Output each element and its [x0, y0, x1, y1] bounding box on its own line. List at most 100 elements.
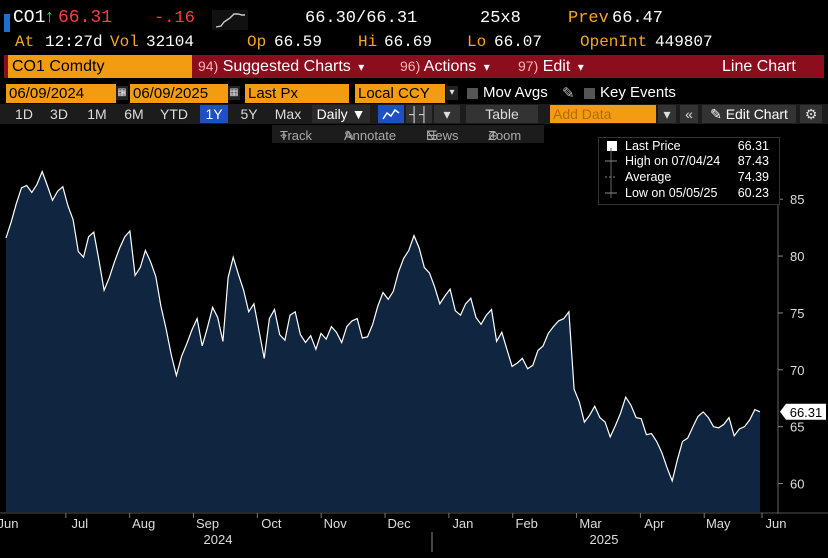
news-icon: ☰ [426, 128, 438, 143]
date-range-dash: - [121, 84, 126, 101]
chevron-down-icon[interactable]: ▾ [658, 105, 676, 123]
chart-tools: ⌖ Track ✎ Annotate ☰ News ⊕ Zoom [272, 125, 544, 143]
currency-select[interactable]: Local CCY [355, 84, 445, 103]
legend-high: High on 07/04/24 87.43 [625, 153, 773, 169]
period-max-button[interactable]: Max [274, 106, 302, 122]
chart-parameters: 06/09/2024 ▦ - 06/09/2025 ▦ Last Px Loca… [0, 84, 828, 104]
open-interest: 449807 [655, 33, 713, 51]
x-tick-label: Feb [516, 516, 538, 531]
price-line[interactable] [5, 169, 761, 483]
open-interest-label: OpenInt [580, 33, 648, 51]
net-change: -.16 [154, 9, 195, 28]
sparkline-icon [212, 10, 248, 30]
key-events-toggle[interactable]: Key Events [584, 84, 676, 101]
edit-label: Edit [542, 58, 571, 75]
checkbox-icon [584, 87, 595, 99]
chevron-down-icon: ▾ [577, 60, 584, 74]
y-tick-label: 65 [790, 420, 804, 435]
chart-legend[interactable]: Last Price 66.31 High on 07/04/24 87.43 … [598, 137, 780, 205]
actions-number: 96) [400, 58, 421, 74]
period-5y-button[interactable]: 5Y [240, 106, 258, 122]
period-1m-button[interactable]: 1M [87, 106, 107, 122]
mov-avgs-toggle[interactable]: Mov Avgs [467, 84, 548, 101]
price-chart[interactable]: 60 65 70 75 80 85 Jun Jul Aug Sep Oct Nov Dec Jan Feb M… [0, 146, 828, 553]
calendar-icon[interactable]: ▦ [228, 86, 240, 100]
mov-avgs-label: Mov Avgs [483, 84, 548, 101]
legend-last-value: 66.31 [737, 139, 769, 153]
legend-last-label: Last Price [625, 139, 681, 153]
ticker[interactable]: CO1 [13, 8, 46, 28]
end-date-field[interactable]: 06/09/2025 [130, 84, 228, 103]
legend-high-value: 87.43 [737, 154, 769, 168]
frequency-select[interactable]: Daily ▼ [312, 105, 370, 123]
chevron-down-icon[interactable]: ▾ [446, 86, 458, 100]
actions-label: Actions [423, 58, 477, 75]
legend-last-price: Last Price 66.31 [625, 138, 773, 154]
y-tick-label: 75 [790, 306, 804, 321]
open-label: Op [247, 33, 267, 51]
chevron-down-icon: ▾ [358, 60, 365, 74]
period-3d-button[interactable]: 3D [50, 106, 68, 122]
volume: 32104 [146, 33, 195, 51]
year-label-2025: 2025 [590, 532, 619, 547]
zoom-icon: ⊕ [488, 128, 499, 143]
collapse-icon[interactable]: « [680, 105, 698, 123]
low-label: Lo [467, 33, 487, 51]
ohlc-chart-icon[interactable]: ┤┤ [406, 105, 432, 123]
actions-menu[interactable]: 96) Actions ▾ [400, 55, 490, 78]
legend-markers-icon [605, 148, 617, 198]
at-label: At [15, 33, 35, 51]
menu-bar: CO1 Comdty 94) Suggested Charts ▾ 96) Ac… [4, 55, 824, 78]
vol-label: Vol [110, 33, 139, 51]
y-tick-label: 60 [790, 477, 804, 492]
pencil-icon: ✎ [344, 128, 355, 143]
add-data-input[interactable]: Add Data [550, 105, 656, 123]
key-events-label: Key Events [600, 84, 676, 101]
x-tick-label: Aug [132, 516, 155, 531]
chevron-down-icon[interactable]: ▾ [434, 105, 460, 123]
legend-average-label: Average [625, 170, 672, 184]
legend-average: Average 74.39 [625, 169, 773, 185]
table-button[interactable]: Table [466, 105, 538, 123]
period-toolbar: 1D 3D 1M 6M YTD 1Y 5Y Max Daily ▼ ┤┤ ▾ T… [0, 104, 828, 124]
gear-icon[interactable]: ⚙ [800, 105, 822, 123]
pencil-icon[interactable]: ✎ [562, 85, 575, 102]
security-input[interactable]: CO1 Comdty [8, 55, 192, 78]
edit-chart-button[interactable]: ✎ Edit Chart [702, 105, 796, 123]
last-price: 66.31 [58, 8, 113, 28]
track-label: Track [280, 128, 313, 143]
legend-high-label: High on 07/04/24 [625, 154, 721, 168]
line-chart-icon[interactable] [378, 105, 404, 123]
x-tick-label: Nov [324, 516, 348, 531]
chevron-down-icon: ▾ [483, 60, 490, 74]
period-1y-button[interactable]: 1Y [200, 105, 228, 123]
pencil-icon: ✎ [710, 106, 722, 122]
edit-menu[interactable]: 97) Edit ▾ [518, 55, 584, 78]
last-price-tag [780, 403, 826, 420]
suggested-charts-label: Suggested Charts [222, 58, 351, 75]
annotate-label: Annotate [344, 128, 397, 143]
quote-time: 12:27d [45, 33, 103, 51]
bid-ask: 66.30/66.31 [305, 9, 418, 28]
edit-number: 97) [518, 58, 539, 74]
quote-header: CO1 ↑ 66.31 -.16 66.30/66.31 25x8 Prev 6… [0, 6, 828, 32]
suggested-charts-menu[interactable]: 94) Suggested Charts ▾ [198, 55, 364, 78]
y-tick-label: 85 [790, 192, 804, 207]
chart-canvas[interactable]: 60 65 70 75 80 85 Jun Jul Aug Sep Oct Nov Dec Jan Feb M… [0, 146, 828, 553]
period-1d-button[interactable]: 1D [15, 106, 33, 122]
x-tick-label: Dec [387, 516, 411, 531]
x-tick-label: May [706, 516, 731, 531]
period-ytd-button[interactable]: YTD [160, 106, 188, 122]
y-tick-label: 80 [790, 249, 804, 264]
open-price: 66.59 [274, 33, 323, 51]
edit-chart-label: Edit Chart [725, 106, 788, 122]
x-tick-label: Sep [196, 516, 219, 531]
start-date-field[interactable]: 06/09/2024 [6, 84, 116, 103]
calendar-icon[interactable]: ▦ [116, 86, 128, 100]
x-tick-label: Jun [0, 516, 18, 531]
checkbox-icon [467, 87, 478, 99]
prev-close: 66.47 [612, 9, 664, 28]
bid-ask-size: 25x8 [480, 9, 521, 28]
price-field-select[interactable]: Last Px [245, 84, 349, 103]
period-6m-button[interactable]: 6M [124, 106, 144, 122]
